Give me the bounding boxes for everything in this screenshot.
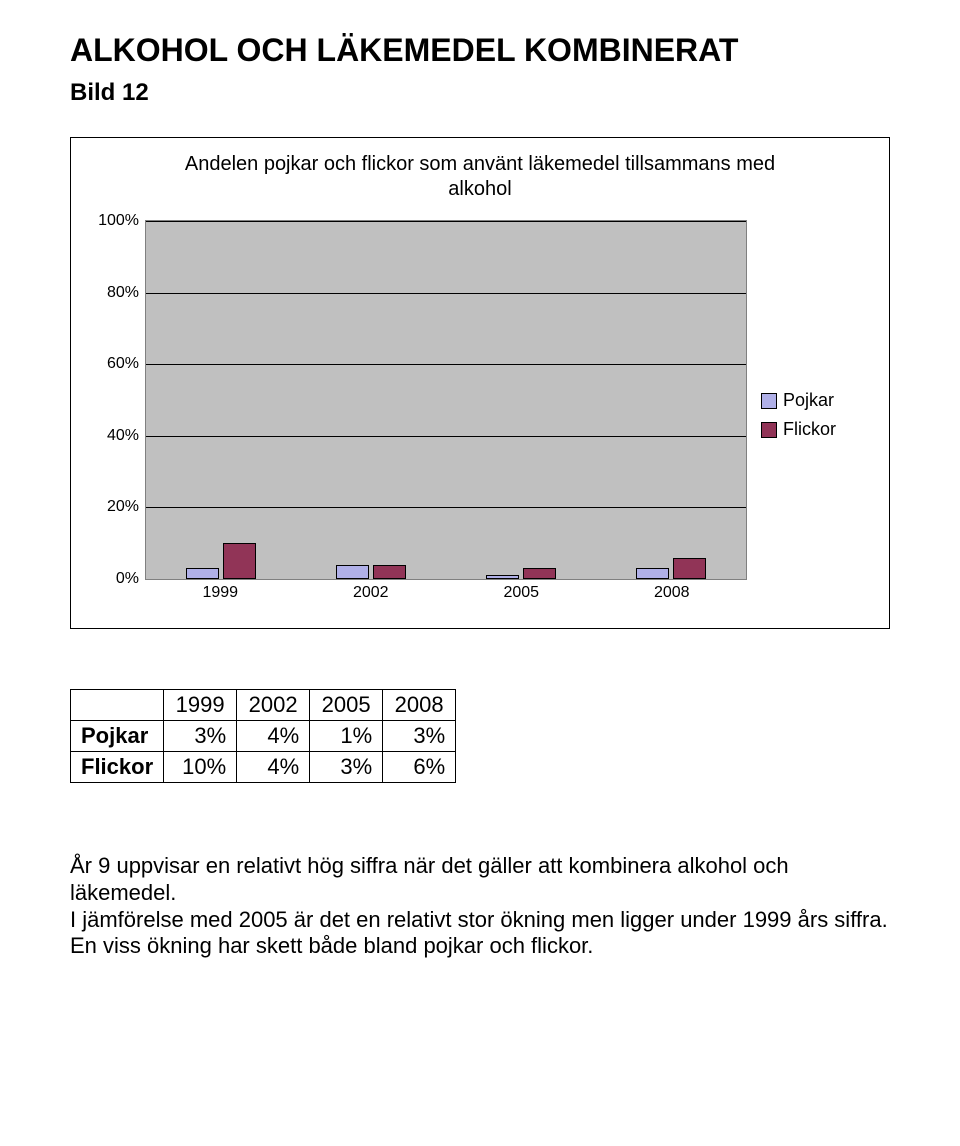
table-corner-cell	[71, 690, 164, 721]
table-col-0: 1999	[164, 690, 237, 721]
gridline	[146, 436, 746, 437]
legend-label-flickor: Flickor	[783, 419, 836, 440]
bar-pojkar-2008	[636, 568, 669, 579]
bar-flickor-2002	[373, 565, 406, 579]
table-col-1: 2002	[237, 690, 310, 721]
table-row-label-1: Flickor	[71, 752, 164, 783]
body-text: År 9 uppvisar en relativt hög siffra när…	[70, 853, 890, 960]
gridline	[146, 364, 746, 365]
gridline	[146, 293, 746, 294]
x-tick-label: 1999	[202, 584, 238, 602]
table-cell: 6%	[383, 752, 456, 783]
bar-pojkar-2002	[336, 565, 369, 579]
chart-row: 1999200220052008 0%20%40%60%80%100% Pojk…	[89, 220, 871, 610]
legend-label-pojkar: Pojkar	[783, 390, 834, 411]
table-row: Flickor 10% 4% 3% 6%	[71, 752, 456, 783]
table-row: Pojkar 3% 4% 1% 3%	[71, 721, 456, 752]
bar-chart: 1999200220052008 0%20%40%60%80%100%	[145, 220, 747, 610]
x-tick-label: 2008	[654, 584, 690, 602]
table-cell: 3%	[383, 721, 456, 752]
body-p1: År 9 uppvisar en relativt hög siffra när…	[70, 853, 789, 905]
x-axis-labels: 1999 2002 2005 2008	[145, 584, 747, 610]
y-tick-label: 20%	[93, 498, 139, 516]
body-p2a: I jämförelse med 2005 är det en relativt…	[70, 907, 888, 932]
table-col-2: 2005	[310, 690, 383, 721]
table-col-3: 2008	[383, 690, 456, 721]
bar-pojkar-2005	[486, 575, 519, 579]
bar-flickor-1999	[223, 543, 256, 579]
legend: Pojkar Flickor	[747, 386, 871, 444]
table-cell: 3%	[310, 752, 383, 783]
table-cell: 3%	[164, 721, 237, 752]
chart-frame: Andelen pojkar och flickor som använt lä…	[70, 137, 890, 629]
page-title: ALKOHOL OCH LÄKEMEDEL KOMBINERAT	[70, 32, 890, 69]
data-table: 1999 2002 2005 2008 Pojkar 3% 4% 1% 3% F…	[70, 689, 456, 783]
page-subtitle: Bild 12	[70, 79, 890, 107]
x-tick-label: 2005	[503, 584, 539, 602]
chart-title-line2: alkohol	[448, 178, 511, 200]
page: ALKOHOL OCH LÄKEMEDEL KOMBINERAT Bild 12…	[0, 0, 960, 1000]
table-cell: 4%	[237, 721, 310, 752]
table-cell: 10%	[164, 752, 237, 783]
plot-column: 1999200220052008 0%20%40%60%80%100%	[89, 220, 747, 610]
y-tick-label: 0%	[93, 570, 139, 588]
gridline	[146, 507, 746, 508]
body-p2b: En viss ökning har skett både bland pojk…	[70, 933, 593, 958]
legend-item-pojkar: Pojkar	[761, 390, 871, 411]
legend-item-flickor: Flickor	[761, 419, 871, 440]
chart-title: Andelen pojkar och flickor som använt lä…	[89, 152, 871, 202]
gridline	[146, 221, 746, 222]
chart-title-line1: Andelen pojkar och flickor som använt lä…	[185, 153, 775, 175]
table-cell: 1%	[310, 721, 383, 752]
legend-swatch-flickor	[761, 422, 777, 438]
y-tick-label: 100%	[93, 212, 139, 230]
plot-area	[145, 220, 747, 580]
y-tick-label: 60%	[93, 355, 139, 373]
bar-flickor-2008	[673, 558, 706, 579]
x-tick-label: 2002	[353, 584, 389, 602]
bar-flickor-2005	[523, 568, 556, 579]
legend-swatch-pojkar	[761, 393, 777, 409]
table-header-row: 1999 2002 2005 2008	[71, 690, 456, 721]
y-tick-label: 40%	[93, 427, 139, 445]
bar-pojkar-1999	[186, 568, 219, 579]
y-tick-label: 80%	[93, 284, 139, 302]
table-cell: 4%	[237, 752, 310, 783]
table-row-label-0: Pojkar	[71, 721, 164, 752]
